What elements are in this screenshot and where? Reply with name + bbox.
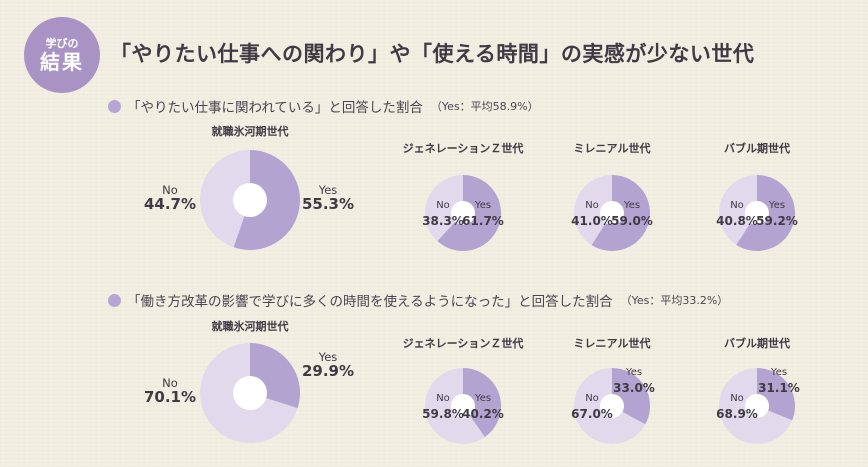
pie-label-no: No 40.8% [716,200,758,228]
yes-label: Yes [318,183,338,197]
yes-percent: 55.3% [301,195,355,214]
badge-line1: 学びの [45,36,79,50]
pie-center-hole [451,394,475,418]
no-percent: 67.0% [571,406,613,421]
yes-percent: 31.1% [758,380,800,395]
pie-label-yes: Yes 40.2% [462,393,504,421]
yes-label: Yes [768,200,786,211]
pie-label-no: No 68.9% [716,393,758,421]
bullet-dot-icon [108,99,121,113]
yes-percent: 59.0% [611,213,653,228]
pie-slice-no [200,150,250,248]
pie-chart [200,343,300,443]
generation-label: ミレニアル世代 [573,142,651,155]
question-2: 「働き方改革の影響で学びに多くの時間を使えるようになった」と回答した割合 （Ye… [108,290,728,310]
no-label: No [162,183,178,197]
pie-chart [574,368,650,444]
pie-label-yes: Yes 31.1% [758,367,800,395]
no-percent: 41.0% [571,213,613,228]
pie-label-yes: Yes 55.3% [302,184,354,213]
pie-label-no: No 44.7% [144,184,196,213]
pie-center-hole [451,201,475,225]
pie-label-yes: Yes 59.0% [611,200,653,228]
no-label: No [585,393,599,404]
question-1-average: （Yes：平均58.9%） [430,100,539,113]
no-percent: 38.3% [422,213,464,228]
pie-center-hole [745,394,769,418]
results-badge: 学びの 結果 [24,17,100,93]
question-1-text: 「やりたい仕事に関われている」と回答した割合 [127,100,423,116]
no-percent: 44.7% [143,195,197,214]
pie-label-yes: Yes 33.0% [613,367,655,395]
generation-label: バブル期世代 [724,142,790,155]
pie-chart [574,175,650,251]
pie-chart [425,175,501,251]
bullet-dot-icon [108,293,121,307]
no-percent: 70.1% [143,388,197,407]
yes-label: Yes [318,350,338,364]
yes-label: Yes [770,367,788,378]
pie-label-yes: Yes 59.2% [756,200,798,228]
pie-chart [719,175,795,251]
generation-label: 就職氷河期世代 [211,320,289,333]
generation-label: ジェネレーションＺ世代 [402,142,524,155]
pie-center-hole [233,183,267,217]
pie-center-hole [233,376,267,410]
pie-label-no: No 67.0% [571,393,613,421]
no-percent: 59.8% [422,406,464,421]
no-label: No [730,393,744,404]
pie-center-hole [600,201,624,225]
generation-label: ミレニアル世代 [573,337,651,350]
no-label: No [585,200,599,211]
pie-label-yes: Yes 61.7% [462,200,504,228]
no-label: No [436,393,450,404]
no-label: No [730,200,744,211]
question-2-text: 「働き方改革の影響で学びに多くの時間を使えるようになった」と回答した割合 [127,294,613,310]
pie-label-no: No 59.8% [422,393,464,421]
pie-slice-yes [463,368,501,438]
yes-label: Yes [625,367,643,378]
no-percent: 68.9% [716,406,758,421]
yes-percent: 40.2% [462,406,504,421]
no-label: No [436,200,450,211]
yes-label: Yes [474,200,492,211]
pie-slice-no [574,175,612,246]
yes-percent: 33.0% [613,380,655,395]
generation-label: 就職氷河期世代 [211,125,289,138]
pie-label-yes: Yes 29.9% [302,351,354,380]
pie-label-no: No 70.1% [144,377,196,406]
yes-percent: 29.9% [301,362,355,381]
pie-chart [425,368,501,444]
pie-center-hole [600,394,624,418]
yes-label: Yes [474,393,492,404]
pie-chart [719,368,795,444]
question-1: 「やりたい仕事に関われている」と回答した割合 （Yes：平均58.9%） [108,96,539,116]
pie-chart [200,150,300,250]
page-title: 「やりたい仕事への関わり」や「使える時間」の実感が少ない世代 [110,42,755,66]
pie-slice-no [425,175,463,242]
pie-label-no: No 41.0% [571,200,613,228]
badge-line2: 結果 [40,49,84,74]
yes-percent: 59.2% [756,213,798,228]
generation-label: ジェネレーションＺ世代 [402,337,524,350]
yes-label: Yes [623,200,641,211]
question-2-average: （Yes：平均33.2%） [620,294,729,307]
pie-slice-no [719,175,757,245]
no-percent: 40.8% [716,213,758,228]
pie-center-hole [745,201,769,225]
yes-percent: 61.7% [462,213,504,228]
no-label: No [162,376,178,390]
pie-label-no: No 38.3% [422,200,464,228]
generation-label: バブル期世代 [724,337,790,350]
